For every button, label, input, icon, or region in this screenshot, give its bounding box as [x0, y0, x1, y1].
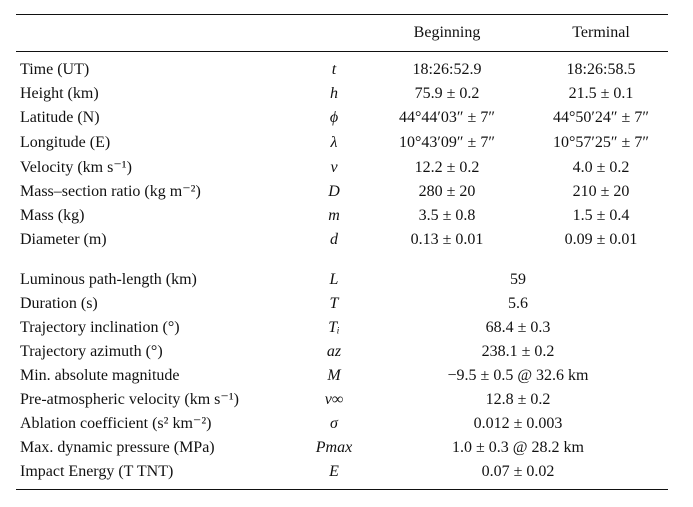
table-row: Luminous path-length (km) L 59	[0, 268, 693, 292]
param-symbol: σ	[330, 415, 338, 432]
param-label: Pre-atmospheric velocity (km s⁻¹)	[20, 391, 239, 408]
beginning-value: 44°44′03″ ± 7″	[398, 109, 496, 126]
param-label: Impact Energy (T TNT)	[20, 463, 174, 480]
table-bottom-rule	[16, 489, 668, 491]
single-value: 0.07 ± 0.02	[481, 463, 555, 480]
header-terminal: Terminal	[572, 24, 630, 41]
param-symbol: h	[330, 85, 338, 102]
table-row: Mass (kg) m 3.5 ± 0.8 1.5 ± 0.4	[0, 204, 693, 228]
header-beginning: Beginning	[413, 24, 481, 41]
param-label: Latitude (N)	[20, 109, 100, 126]
param-label: Max. dynamic pressure (MPa)	[20, 439, 215, 456]
param-label: Min. absolute magnitude	[20, 367, 180, 384]
param-symbol: ϕ	[329, 109, 339, 126]
param-symbol: d	[330, 231, 338, 248]
terminal-value: 210 ± 20	[572, 183, 630, 200]
param-label: Ablation coefficient (s² km⁻²)	[20, 415, 212, 432]
table-row: Latitude (N) ϕ 44°44′03″ ± 7″ 44°50′24″ …	[0, 106, 693, 130]
table-row: Mass–section ratio (kg m⁻²) D 280 ± 20 2…	[0, 180, 693, 204]
param-label: Diameter (m)	[20, 231, 107, 248]
terminal-value: 21.5 ± 0.1	[568, 85, 634, 102]
param-symbol: M	[327, 367, 341, 384]
param-symbol: T	[329, 295, 339, 312]
table-row: Trajectory inclination (°) Tᵢ 68.4 ± 0.3	[0, 316, 693, 340]
table-row: Pre-atmospheric velocity (km s⁻¹) v∞ 12.…	[0, 388, 693, 412]
param-symbol: E	[329, 463, 339, 480]
table-row: Trajectory azimuth (°) az 238.1 ± 0.2	[0, 340, 693, 364]
single-value: 59	[510, 271, 526, 288]
table-row: Longitude (E) λ 10°43′09″ ± 7″ 10°57′25″…	[0, 131, 693, 155]
table-row: Diameter (m) d 0.13 ± 0.01 0.09 ± 0.01	[0, 228, 693, 252]
table-row: Velocity (km s⁻¹) v 12.2 ± 0.2 4.0 ± 0.2	[0, 156, 693, 180]
param-label: Time (UT)	[20, 61, 90, 78]
param-label: Mass–section ratio (kg m⁻²)	[20, 183, 201, 200]
single-value: 5.6	[508, 295, 528, 312]
table-top-rule	[16, 14, 668, 16]
param-symbol: D	[328, 183, 340, 200]
param-label: Trajectory azimuth (°)	[20, 343, 163, 360]
param-label: Duration (s)	[20, 295, 98, 312]
param-symbol: az	[326, 343, 342, 360]
terminal-value: 1.5 ± 0.4	[572, 207, 630, 224]
beginning-value: 75.9 ± 0.2	[414, 85, 480, 102]
param-symbol: λ	[330, 134, 338, 151]
table-row: Height (km) h 75.9 ± 0.2 21.5 ± 0.1	[0, 82, 693, 106]
beginning-value: 280 ± 20	[418, 183, 476, 200]
beginning-value: 12.2 ± 0.2	[414, 159, 480, 176]
single-value: 0.012 ± 0.003	[473, 415, 563, 432]
beginning-value: 18:26:52.9	[412, 61, 482, 78]
terminal-value: 0.09 ± 0.01	[564, 231, 638, 248]
table-row: Time (UT) t 18:26:52.9 18:26:58.5	[0, 58, 693, 82]
param-label: Longitude (E)	[20, 134, 111, 151]
param-label: Luminous path-length (km)	[20, 271, 197, 288]
param-symbol: L	[329, 271, 339, 288]
param-symbol: Tᵢ	[328, 319, 340, 336]
single-value: 68.4 ± 0.3	[485, 319, 551, 336]
terminal-value: 10°57′25″ ± 7″	[552, 134, 650, 151]
table-row: Ablation coefficient (s² km⁻²) σ 0.012 ±…	[0, 412, 693, 436]
single-value: 12.8 ± 0.2	[485, 391, 551, 408]
param-symbol: Pmax	[315, 439, 353, 456]
param-symbol: t	[331, 61, 337, 78]
terminal-value: 44°50′24″ ± 7″	[552, 109, 650, 126]
beginning-value: 10°43′09″ ± 7″	[398, 134, 496, 151]
param-symbol: v	[330, 159, 338, 176]
table-row: Max. dynamic pressure (MPa) Pmax 1.0 ± 0…	[0, 436, 693, 460]
beginning-value: 3.5 ± 0.8	[418, 207, 476, 224]
terminal-value: 4.0 ± 0.2	[572, 159, 630, 176]
param-label: Mass (kg)	[20, 207, 85, 224]
table-header-rule	[16, 51, 668, 52]
single-value: 238.1 ± 0.2	[481, 343, 555, 360]
beginning-value: 0.13 ± 0.01	[410, 231, 484, 248]
table-row: Duration (s) T 5.6	[0, 292, 693, 316]
param-label: Height (km)	[20, 85, 99, 102]
param-label: Trajectory inclination (°)	[20, 319, 180, 336]
param-label: Velocity (km s⁻¹)	[20, 159, 132, 176]
single-value: −9.5 ± 0.5 @ 32.6 km	[447, 367, 589, 384]
terminal-value: 18:26:58.5	[566, 61, 636, 78]
single-value: 1.0 ± 0.3 @ 28.2 km	[452, 439, 584, 456]
param-symbol: v∞	[324, 391, 344, 408]
table-row: Impact Energy (T TNT) E 0.07 ± 0.02	[0, 460, 693, 484]
param-symbol: m	[328, 207, 340, 224]
table-row: Min. absolute magnitude M −9.5 ± 0.5 @ 3…	[0, 364, 693, 388]
